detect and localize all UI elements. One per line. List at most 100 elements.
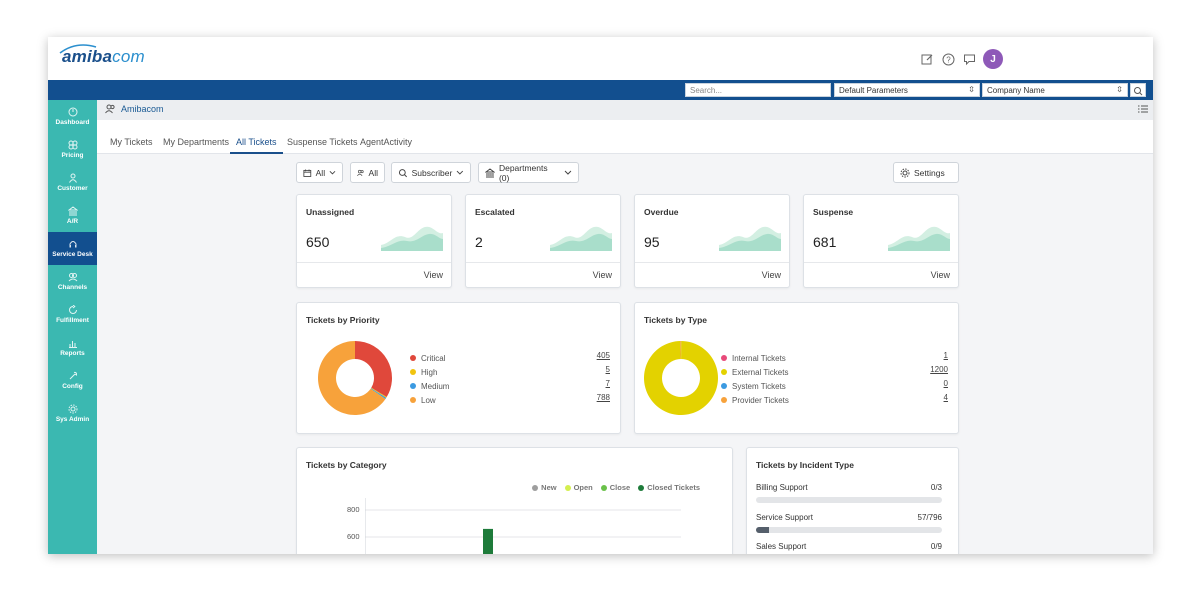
sidebar-item-config[interactable]: Config bbox=[48, 364, 97, 397]
type-slice-external-tickets[interactable] bbox=[644, 341, 718, 415]
priority-low-link[interactable]: 788 bbox=[596, 393, 610, 402]
view-link[interactable]: View bbox=[761, 270, 781, 280]
headset-icon bbox=[69, 241, 76, 248]
org-title[interactable]: Amibacom bbox=[105, 104, 164, 114]
sparkline-chart bbox=[888, 226, 950, 251]
stat-value: 650 bbox=[306, 234, 330, 250]
sidebar-item-customer[interactable]: Customer bbox=[48, 166, 97, 199]
tab-suspense-tickets[interactable]: Suspense Tickets bbox=[287, 137, 358, 147]
sidebar-item-fulfillment[interactable]: Fulfillment bbox=[48, 298, 97, 331]
bar-closed-tickets[interactable] bbox=[483, 528, 493, 554]
tab-my-departments[interactable]: My Departments bbox=[163, 137, 230, 147]
legend-label: Provider Tickets bbox=[732, 395, 789, 405]
help-icon[interactable]: ? bbox=[941, 52, 955, 66]
legend-item-close[interactable]: Close bbox=[600, 483, 630, 492]
legend-item-new[interactable]: New bbox=[532, 483, 557, 492]
departments-filter[interactable]: Departments (0) bbox=[478, 162, 579, 183]
sidebar-item-reports[interactable]: Reports bbox=[48, 331, 97, 364]
category-card: Tickets by Category New Open Close Close… bbox=[296, 447, 733, 554]
legend-dot bbox=[721, 355, 727, 361]
priority-slice-critical[interactable] bbox=[355, 341, 392, 398]
sidebar-item-dashboard[interactable]: Dashboard bbox=[48, 100, 97, 133]
type-system-link[interactable]: 0 bbox=[943, 379, 948, 388]
priority-card: Tickets by Priority Critical High Medium… bbox=[296, 302, 621, 434]
priority-slice-medium[interactable] bbox=[370, 388, 387, 400]
sidebar-item-label: Sys Admin bbox=[55, 416, 90, 423]
sidebar-item-label: Fulfillment bbox=[56, 317, 89, 324]
sidebar-item-service-desk[interactable]: Service Desk bbox=[48, 232, 97, 265]
legend-dot bbox=[721, 369, 727, 375]
users-icon bbox=[105, 104, 115, 114]
stat-title: Suspense bbox=[813, 207, 854, 217]
type-internal-link[interactable]: 1 bbox=[943, 351, 948, 360]
parameters-select-value: Default Parameters bbox=[839, 86, 908, 95]
subscriber-filter[interactable]: Subscriber bbox=[391, 162, 471, 183]
stat-divider bbox=[804, 262, 958, 263]
incident-label: Service Support bbox=[756, 513, 813, 522]
view-link[interactable]: View bbox=[592, 270, 612, 280]
user-avatar[interactable]: J bbox=[983, 49, 1003, 69]
pricing-icon bbox=[68, 140, 77, 150]
view-link[interactable]: View bbox=[930, 270, 950, 280]
parameters-select[interactable]: Default Parameters ⇳ bbox=[834, 83, 980, 97]
search-button[interactable] bbox=[1130, 83, 1146, 97]
sidebar-item-label: Channels bbox=[57, 284, 88, 291]
incident-label: Sales Support bbox=[756, 542, 807, 551]
sidebar-item-label: Service Desk bbox=[52, 251, 93, 258]
top-bar: amibacom ? J bbox=[48, 37, 1153, 80]
legend-label: Low bbox=[421, 395, 436, 405]
legend-dot bbox=[410, 383, 416, 389]
agents-filter[interactable]: All bbox=[350, 162, 385, 183]
priority-slice-high[interactable] bbox=[371, 387, 387, 398]
sidebar-item-sys-admin[interactable]: Sys Admin bbox=[48, 397, 97, 430]
legend-dot bbox=[721, 397, 727, 403]
priority-critical-link[interactable]: 405 bbox=[596, 351, 610, 360]
stat-divider bbox=[297, 262, 451, 263]
stat-title: Escalated bbox=[475, 207, 515, 217]
select-arrows-icon: ⇳ bbox=[1116, 85, 1123, 94]
sidebar-item-ar[interactable]: A/R bbox=[48, 199, 97, 232]
priority-high-link[interactable]: 5 bbox=[605, 365, 610, 374]
edit-icon[interactable] bbox=[920, 52, 934, 66]
sidebar-item-pricing[interactable]: Pricing bbox=[48, 133, 97, 166]
sidebar-item-label: Reports bbox=[60, 350, 85, 357]
y-tick-label: 600 bbox=[347, 532, 360, 541]
priority-slice-low[interactable] bbox=[318, 341, 386, 415]
svg-text:?: ? bbox=[946, 55, 951, 64]
legend-item-closed-tickets[interactable]: Closed Tickets bbox=[638, 483, 700, 492]
legend-item-provider: Provider Tickets bbox=[721, 393, 789, 407]
type-external-link[interactable]: 1200 bbox=[930, 365, 948, 374]
category-legend: New Open Close Closed Tickets bbox=[532, 483, 700, 492]
settings-button[interactable]: Settings bbox=[893, 162, 959, 183]
customer-icon bbox=[68, 173, 77, 183]
type-slice-provider-tickets[interactable] bbox=[680, 341, 681, 360]
stat-title: Overdue bbox=[644, 207, 679, 217]
chat-icon[interactable] bbox=[962, 52, 976, 66]
incident-value: 0/3 bbox=[930, 483, 942, 492]
logo-swoosh-icon bbox=[59, 44, 97, 54]
date-filter-value: All bbox=[315, 167, 326, 178]
list-menu-icon[interactable] bbox=[1137, 104, 1149, 114]
company-select[interactable]: Company Name ⇳ bbox=[982, 83, 1128, 97]
amibacom-logo[interactable]: amibacom bbox=[62, 47, 145, 66]
tab-all-tickets[interactable]: All Tickets bbox=[230, 137, 282, 154]
legend-item-external: External Tickets bbox=[721, 365, 789, 379]
view-link[interactable]: View bbox=[423, 270, 443, 280]
sidebar-item-channels[interactable]: Channels bbox=[48, 265, 97, 298]
tab-my-tickets[interactable]: My Tickets bbox=[110, 137, 153, 147]
type-provider-link[interactable]: 4 bbox=[943, 393, 948, 402]
legend-dot bbox=[564, 484, 571, 491]
tab-agent-activity[interactable]: AgentActivity bbox=[360, 137, 413, 147]
date-filter[interactable]: All bbox=[296, 162, 343, 183]
legend-item-system: System Tickets bbox=[721, 379, 789, 393]
chevron-down-icon bbox=[456, 170, 464, 175]
legend-dot bbox=[532, 484, 539, 491]
search-input[interactable]: Search... bbox=[685, 83, 831, 97]
category-bar-chart bbox=[365, 498, 681, 554]
sidebar-item-label: Config bbox=[62, 383, 83, 390]
priority-medium-link[interactable]: 7 bbox=[605, 379, 610, 388]
gear-icon bbox=[68, 404, 77, 414]
settings-label: Settings bbox=[914, 167, 945, 178]
legend-label: Medium bbox=[421, 381, 450, 391]
legend-item-open[interactable]: Open bbox=[564, 483, 593, 492]
